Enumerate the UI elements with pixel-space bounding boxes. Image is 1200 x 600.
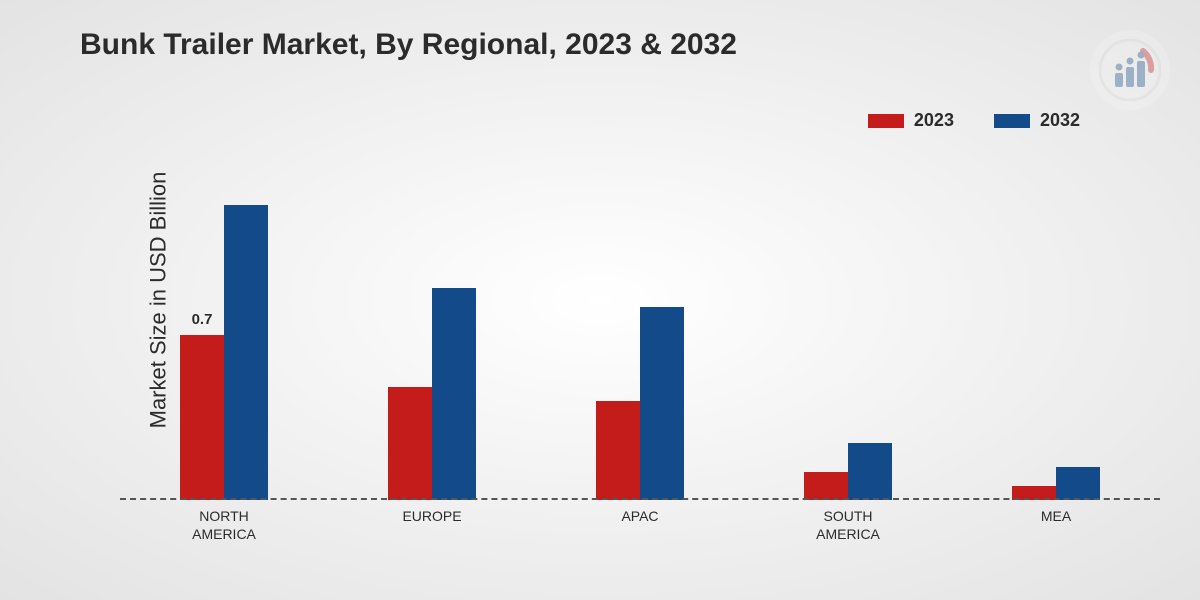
bar-2032: [848, 443, 892, 500]
category-label: APAC: [621, 500, 658, 526]
bar-2023: [388, 387, 432, 500]
legend-label-2023: 2023: [914, 110, 954, 131]
bar-2023: 0.7: [180, 335, 224, 500]
bar-2023: [596, 401, 640, 500]
bar-group: APAC: [570, 307, 710, 500]
bar-2032: [224, 205, 268, 500]
category-label: SOUTH AMERICA: [816, 500, 880, 543]
watermark-logo: [1090, 30, 1170, 110]
category-label: EUROPE: [402, 500, 461, 526]
bar-group: MEA: [986, 467, 1126, 500]
chart-title: Bunk Trailer Market, By Regional, 2023 &…: [80, 28, 737, 62]
bar-group: EUROPE: [362, 288, 502, 500]
legend: 2023 2032: [868, 110, 1080, 131]
legend-label-2032: 2032: [1040, 110, 1080, 131]
bar-value-label: 0.7: [192, 311, 213, 328]
chart-page: { "chart": { "type": "bar", "title": "Bu…: [0, 0, 1200, 600]
x-axis-baseline: [120, 498, 1160, 500]
bar-2023: [804, 472, 848, 500]
legend-item-2032: 2032: [994, 110, 1080, 131]
bar-2032: [1056, 467, 1100, 500]
legend-item-2023: 2023: [868, 110, 954, 131]
plot-area: 0.7NORTH AMERICA EUROPE APAC SOUTH AMERICA M…: [120, 170, 1160, 500]
bar-group: 0.7NORTH AMERICA: [154, 205, 294, 500]
bar-group: SOUTH AMERICA: [778, 443, 918, 500]
logo-icon: [1099, 39, 1161, 101]
legend-swatch-2023: [868, 114, 904, 128]
bar-groups: 0.7NORTH AMERICA EUROPE APAC SOUTH AMERICA M…: [120, 170, 1160, 500]
bar-2032: [432, 288, 476, 500]
category-label: NORTH AMERICA: [192, 500, 256, 543]
legend-swatch-2032: [994, 114, 1030, 128]
category-label: MEA: [1041, 500, 1071, 526]
bar-2032: [640, 307, 684, 500]
